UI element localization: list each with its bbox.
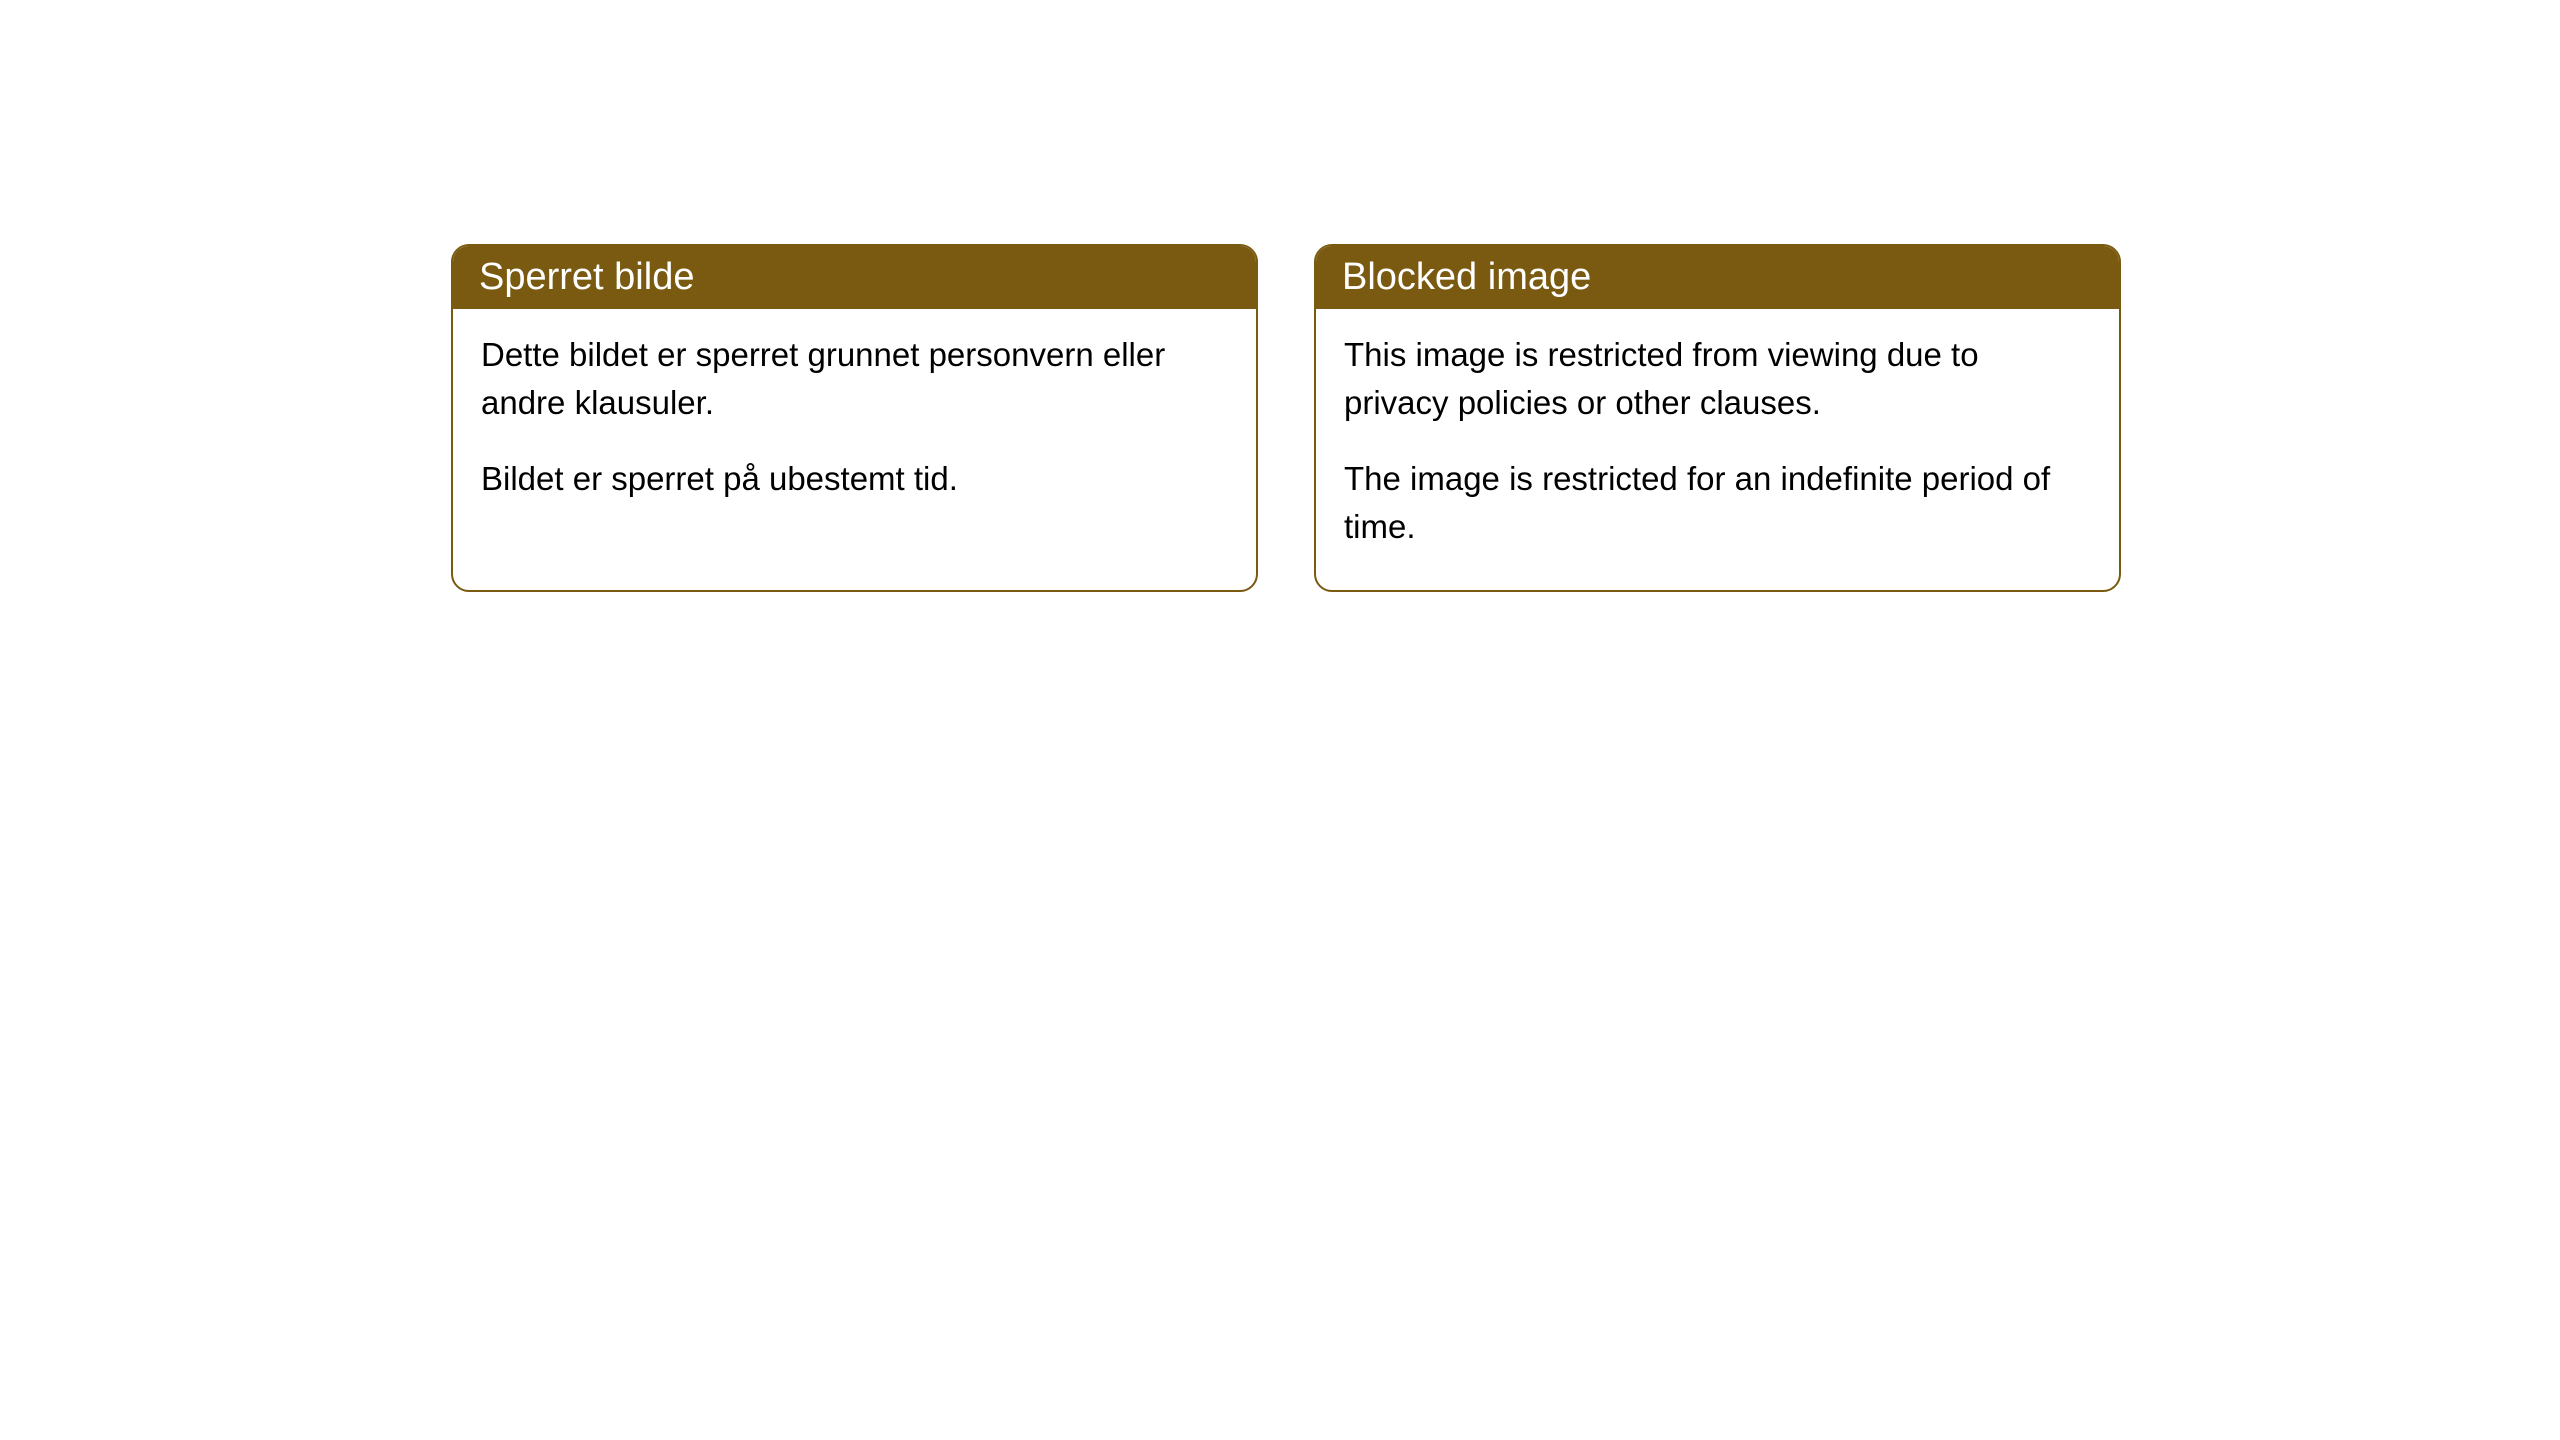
cards-container: Sperret bilde Dette bildet er sperret gr… (0, 0, 2560, 592)
card-body-no: Dette bildet er sperret grunnet personve… (453, 309, 1256, 543)
card-paragraph-en-2: The image is restricted for an indefinit… (1344, 455, 2091, 551)
card-paragraph-no-1: Dette bildet er sperret grunnet personve… (481, 331, 1228, 427)
card-header-en: Blocked image (1316, 246, 2119, 309)
blocked-image-card-en: Blocked image This image is restricted f… (1314, 244, 2121, 592)
blocked-image-card-no: Sperret bilde Dette bildet er sperret gr… (451, 244, 1258, 592)
card-paragraph-en-1: This image is restricted from viewing du… (1344, 331, 2091, 427)
card-body-en: This image is restricted from viewing du… (1316, 309, 2119, 590)
card-header-no: Sperret bilde (453, 246, 1256, 309)
card-paragraph-no-2: Bildet er sperret på ubestemt tid. (481, 455, 1228, 503)
